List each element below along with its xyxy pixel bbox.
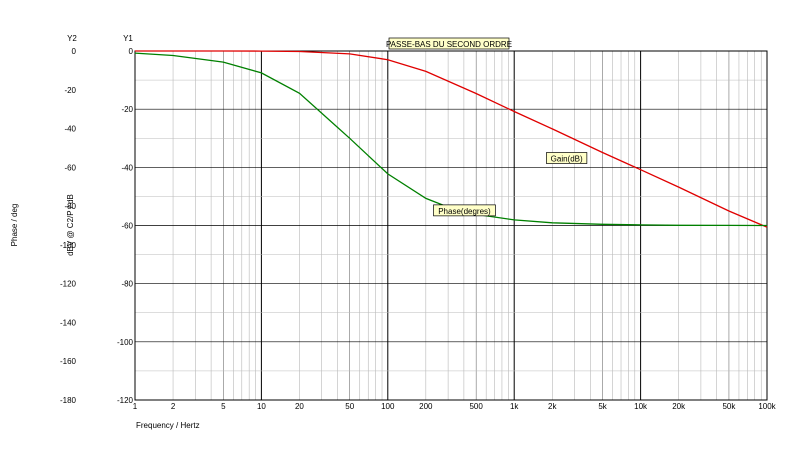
x-axis-label: Frequency / Hertz bbox=[136, 421, 200, 430]
y1-tick-label: -120 bbox=[117, 396, 134, 405]
x-tick-label: 50k bbox=[722, 402, 736, 411]
y1-tick-label: -40 bbox=[121, 163, 133, 172]
x-tick-label: 10 bbox=[257, 402, 266, 411]
x-tick-label: 10k bbox=[634, 402, 648, 411]
y1-tick-label: -80 bbox=[121, 280, 133, 289]
x-tick-label: 5 bbox=[221, 402, 226, 411]
series-label: Phase(degres) bbox=[438, 207, 491, 216]
y2-tick-labels: 0 -20 -40 -60 -80 -100 -120 -140 -160 -180 bbox=[60, 47, 77, 405]
y2-tick-label: -20 bbox=[64, 86, 76, 95]
y2-tick-label: 0 bbox=[72, 47, 77, 56]
x-tick-label: 1 bbox=[133, 402, 138, 411]
series-label-box bbox=[546, 152, 588, 164]
y2-axis-label: Phase / deg bbox=[10, 204, 19, 247]
x-tick-label: 20 bbox=[295, 402, 304, 411]
series-line bbox=[135, 50, 768, 228]
y1-tick-labels: 0 -20 -40 -60 -80 -100 -120 bbox=[117, 47, 134, 405]
series-label-box bbox=[433, 204, 496, 217]
x-tick-label: 2 bbox=[171, 402, 176, 411]
y1-tick-label: 0 bbox=[129, 47, 134, 56]
y2-tick-label: -100 bbox=[60, 241, 77, 250]
grid bbox=[134, 50, 768, 401]
x-tick-label: 50 bbox=[345, 402, 354, 411]
x-tick-label: 5k bbox=[598, 402, 607, 411]
y2-tick-label: -140 bbox=[60, 318, 77, 327]
y1-tick-label: -100 bbox=[117, 338, 134, 347]
x-tick-labels: 1 2 5 10 20 50 100 200 500 1k 2k 5k 10k 20k 50k 100k bbox=[133, 402, 777, 411]
y2-tick-label: -60 bbox=[64, 163, 76, 172]
x-tick-label: 200 bbox=[419, 402, 433, 411]
y1-tick-label: -60 bbox=[121, 222, 133, 231]
y2-tick-label: -160 bbox=[60, 357, 77, 366]
title-box bbox=[388, 37, 510, 50]
y2-tick-label: -120 bbox=[60, 280, 77, 289]
y2-axis-name: Y2 bbox=[67, 34, 77, 43]
x-tick-label: 1k bbox=[510, 402, 519, 411]
series-labels: Gain(dB) Phase(degres) bbox=[433, 152, 588, 217]
y1-axis-label: dBV @ C2/P / dB bbox=[66, 194, 75, 256]
x-tick-label: 2k bbox=[548, 402, 557, 411]
y2-tick-label: -80 bbox=[64, 202, 76, 211]
chart-title: PASSE-BAS DU SECOND ORDRE bbox=[386, 40, 512, 49]
y1-axis-name: Y1 bbox=[123, 34, 133, 43]
x-tick-label: 500 bbox=[469, 402, 483, 411]
x-tick-label: 100k bbox=[758, 402, 776, 411]
y1-tick-label: -20 bbox=[121, 105, 133, 114]
x-tick-label: 20k bbox=[672, 402, 686, 411]
y2-tick-label: -40 bbox=[64, 125, 76, 134]
series-label: Gain(dB) bbox=[551, 155, 583, 164]
y2-tick-label: -180 bbox=[60, 396, 77, 405]
x-tick-label: 100 bbox=[381, 402, 395, 411]
